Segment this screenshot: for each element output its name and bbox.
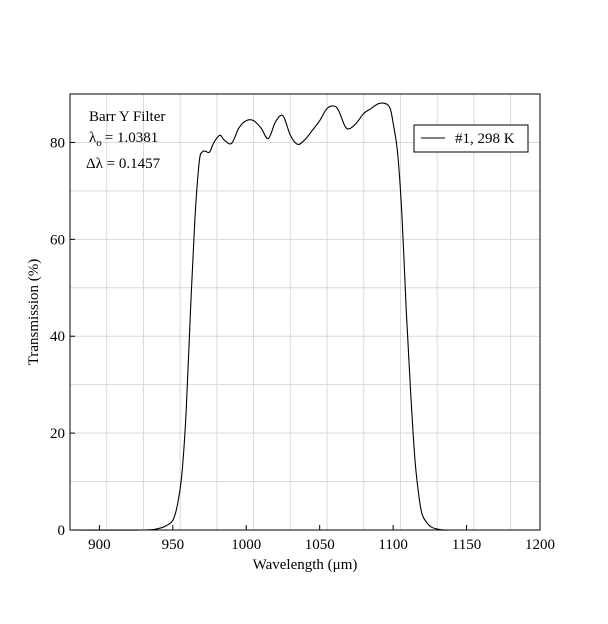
center-wavelength-annotation: λo = 1.0381 [89, 130, 158, 149]
bandwidth-annotation: Δλ = 0.1457 [86, 156, 161, 172]
x-tick-label: 950 [162, 537, 185, 553]
legend-box [413, 124, 529, 153]
grid [70, 94, 540, 530]
filter-name-annotation: Barr Y Filter [89, 109, 165, 125]
x-tick-label: 1100 [378, 537, 407, 553]
y-tick-label: 0 [58, 523, 66, 539]
y-tick-label: 60 [50, 232, 65, 248]
y-tick-label: 20 [50, 426, 65, 442]
x-tick-label: 1200 [525, 537, 555, 553]
x-tick-label: 1050 [305, 537, 335, 553]
x-tick-label: 1000 [231, 537, 261, 553]
y-tick-label: 40 [50, 329, 65, 345]
series-line-transmission [69, 102, 540, 531]
lambda-value: = 1.0381 [105, 130, 158, 146]
x-tick-label: 900 [88, 537, 111, 553]
x-tick-label: 1150 [452, 537, 481, 553]
x-axis-label: Wavelength (μm) [253, 557, 358, 573]
legend: #1, 298 K [413, 124, 529, 153]
y-axis-label: Transmission (%) [26, 259, 42, 366]
plot-frame [69, 93, 541, 531]
legend-entry-label: #1, 298 K [455, 131, 515, 147]
lambda-symbol: λ [89, 130, 97, 146]
lambda-subscript: o [96, 137, 102, 149]
y-tick-label: 80 [50, 135, 65, 151]
axis-ticks: 900 950 1000 1050 1100 1150 1200 0 20 40 60 80 [50, 135, 555, 553]
